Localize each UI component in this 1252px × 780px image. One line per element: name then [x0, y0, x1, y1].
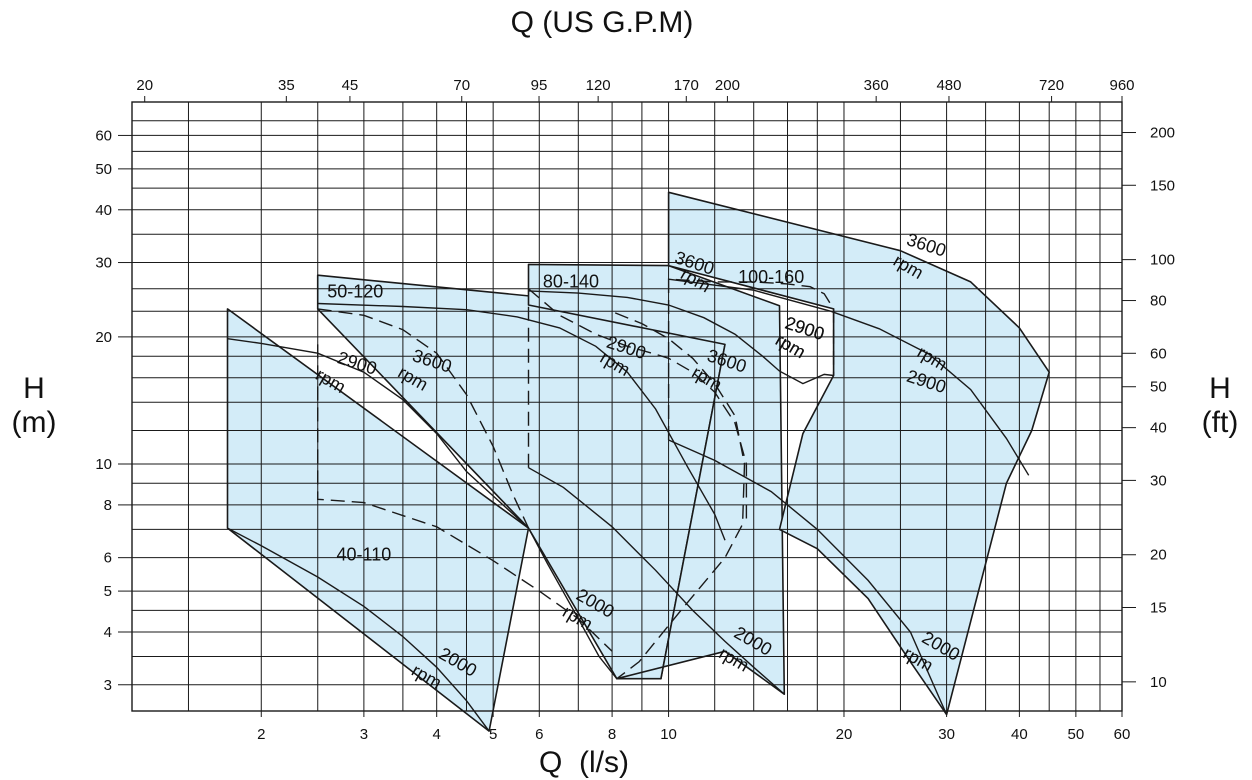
x-top-tick-label: 960 [1109, 77, 1134, 94]
x-top-tick-label: 95 [531, 77, 548, 94]
x-top-tick-label: 170 [674, 77, 699, 94]
y-left-tick-label: 8 [104, 497, 112, 514]
y-right-tick-label: 200 [1150, 125, 1175, 142]
y-right-tick-label: 80 [1150, 293, 1167, 310]
y-left-tick-label: 30 [95, 255, 112, 272]
x-top-tick-label: 45 [342, 77, 359, 94]
x-bottom-tick-label: 40 [1011, 726, 1028, 743]
y-right-tick-label: 150 [1150, 177, 1175, 194]
x-bottom-tick-label: 30 [938, 726, 955, 743]
y-left-tick-label: 4 [104, 624, 112, 641]
x-bottom-tick-label: 60 [1114, 726, 1131, 743]
curve-40-110-2000rpm [227, 527, 490, 732]
x-bottom-tick-label: 2 [257, 726, 265, 743]
x-top-tick-label: 360 [864, 77, 889, 94]
x-top-tick-label: 720 [1039, 77, 1064, 94]
y-axis-left-unit: (m) [12, 406, 57, 439]
x-top-tick-label: 35 [278, 77, 295, 94]
plot-frame [131, 101, 1123, 712]
y-left-tick-label: 20 [95, 329, 112, 346]
x-top-tick-label: 70 [453, 77, 470, 94]
y-left-tick-label: 6 [104, 550, 112, 567]
x-top-tick-label: 20 [136, 77, 153, 94]
x-top-tick-label: 120 [586, 77, 611, 94]
x-bottom-tick-label: 6 [535, 726, 543, 743]
curve-80-140-2900rpm [528, 290, 834, 385]
curve-100-160-2000rpm [668, 439, 948, 715]
model-label-40-110: 40-110 [337, 545, 392, 565]
y-left-tick-label: 40 [95, 202, 112, 219]
model-regions [226, 191, 1050, 732]
x-top-tick-label: 480 [936, 77, 961, 94]
x-bottom-tick-label: 8 [608, 726, 616, 743]
x-bottom-tick-label: 50 [1068, 726, 1085, 743]
y-axis-right-label: H [1209, 372, 1231, 405]
y-right-tick-label: 60 [1150, 345, 1167, 362]
model-label-100-160: 100-160 [738, 267, 804, 287]
curve-50-120-3600rpm [614, 312, 746, 680]
curve-50-120-2900rpm [317, 302, 726, 541]
y-axis-right-unit: (ft) [1202, 406, 1239, 439]
curve-80-140-2000rpm [528, 467, 785, 695]
chart-grid [131, 101, 1123, 712]
curve-80-140-3600rpm [528, 288, 748, 525]
y-left-tick-label: 60 [95, 127, 112, 144]
y-axis-left-label: H [23, 372, 45, 405]
performance-curves [227, 278, 1030, 732]
curve-40-110-2900rpm [227, 338, 529, 529]
y-right-tick-label: 100 [1150, 252, 1175, 269]
y-right-tick-label: 30 [1150, 472, 1167, 489]
x-bottom-tick-label: 10 [660, 726, 677, 743]
y-left-tick-label: 5 [104, 583, 112, 600]
y-right-tick-label: 40 [1150, 420, 1167, 437]
y-right-tick-label: 20 [1150, 547, 1167, 564]
x-bottom-tick-label: 4 [433, 726, 441, 743]
y-left-tick-label: 10 [95, 456, 112, 473]
y-right-tick-label: 50 [1150, 379, 1167, 396]
x-bottom-tick-label: 5 [489, 726, 497, 743]
chart-title: Q (US G.P.M) [511, 6, 694, 39]
model-label-80-140: 80-140 [543, 271, 599, 291]
curve-100-160-2900rpm [668, 278, 1030, 476]
x-top-tick-label: 200 [715, 77, 740, 94]
y-right-tick-label: 15 [1150, 599, 1167, 616]
x-bottom-tick-label: 20 [836, 726, 853, 743]
y-right-tick-label: 10 [1150, 674, 1167, 691]
y-left-tick-label: 50 [95, 161, 112, 178]
curve-40-110-3600rpm [317, 308, 530, 529]
curve-100-160-3600rpm [667, 278, 835, 440]
model-label-50-120: 50-120 [327, 281, 383, 301]
x-bottom-tick-label: 3 [360, 726, 368, 743]
y-left-tick-label: 3 [104, 677, 112, 694]
x-axis-label: Q (l/s) [539, 746, 629, 779]
